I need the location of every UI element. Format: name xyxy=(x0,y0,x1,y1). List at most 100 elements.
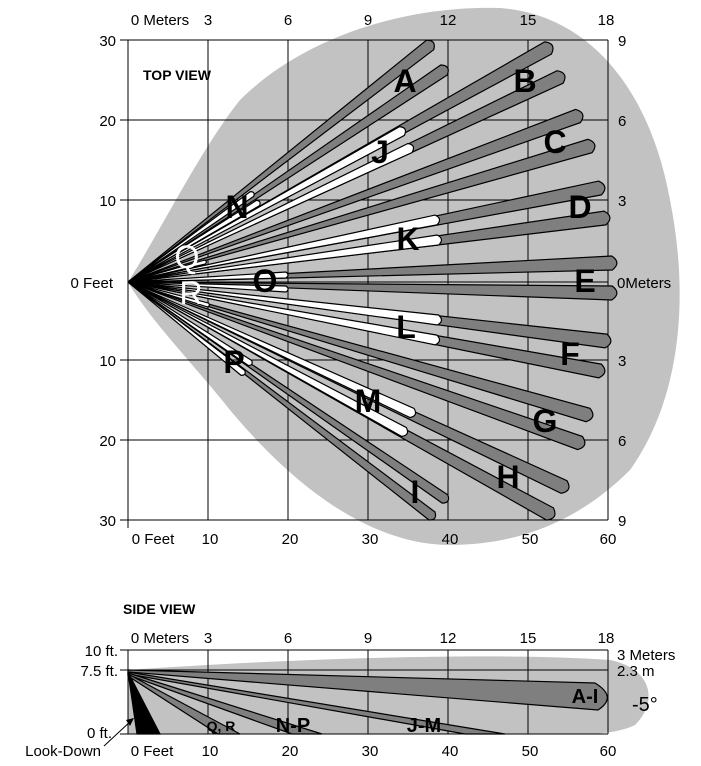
beam-c1 xyxy=(127,108,584,283)
top-feet-50: 50 xyxy=(522,531,539,548)
side-beam-a-i xyxy=(127,669,608,711)
left-feet-10-bottom: 10 xyxy=(99,353,116,370)
zone-label-e: E xyxy=(574,263,595,299)
zone-label-m: M xyxy=(355,383,382,419)
top-meters-15: 15 xyxy=(520,12,537,29)
beam-p1 xyxy=(127,281,253,367)
side-zone-q-r: Q, R xyxy=(207,718,236,734)
side-right-labels: 3 Meters 2.3 m xyxy=(617,647,675,680)
top-meters-axis: 0 Meters 3 6 9 12 15 18 xyxy=(131,12,615,29)
side-meters-axis: 0 Meters 3 6 9 12 15 18 xyxy=(131,630,615,647)
side-feet-axis: 0 Feet 10 20 30 40 50 60 xyxy=(131,743,617,760)
side-feet-60: 60 xyxy=(600,743,617,760)
top-feet-10: 10 xyxy=(202,531,219,548)
beam-g2 xyxy=(127,281,586,451)
side-zone-n-p: N-P xyxy=(276,715,310,737)
left-feet-30-top: 30 xyxy=(99,33,116,50)
beam-l2 xyxy=(127,281,441,346)
beam-r1 xyxy=(127,281,211,308)
side-feet-10: 10 xyxy=(202,743,219,760)
side-angle-label: -5° xyxy=(632,694,658,716)
right-meters-3-top: 3 xyxy=(618,193,626,210)
top-zone-labels: A B C D E F G H I J K L M N O P Q R xyxy=(175,63,596,510)
side-zone-a-i: A-I xyxy=(572,686,599,708)
zone-label-l: L xyxy=(396,309,416,345)
side-meters-9: 9 xyxy=(364,630,372,647)
left-feet-20-bottom: 20 xyxy=(99,433,116,450)
zone-label-b: B xyxy=(513,63,536,99)
zone-label-d: D xyxy=(568,189,591,225)
top-view: TOP VIEW 0 Meters 3 6 9 12 15 18 0 Feet … xyxy=(70,7,680,548)
side-feet-40: 40 xyxy=(442,743,459,760)
zone-label-k: K xyxy=(396,221,419,257)
side-zone-j-m: J-M xyxy=(407,715,441,737)
side-feet-20: 20 xyxy=(282,743,299,760)
beam-p2 xyxy=(127,281,246,377)
top-meters-12: 12 xyxy=(440,12,457,29)
right-meters-0: 0Meters xyxy=(617,275,671,292)
side-feet-30: 30 xyxy=(362,743,379,760)
side-left-7-5ft: 7.5 ft. xyxy=(80,663,118,680)
side-meters-6: 6 xyxy=(284,630,292,647)
beam-m1 xyxy=(127,281,417,419)
look-down-arrowhead xyxy=(126,718,134,726)
right-meters-9-top: 9 xyxy=(618,33,626,50)
side-right-3m: 3 Meters xyxy=(617,647,675,664)
top-view-title: TOP VIEW xyxy=(143,67,212,83)
beam-j1 xyxy=(127,125,407,283)
beam-k2 xyxy=(127,234,443,283)
beam-m2 xyxy=(127,281,409,438)
top-feet-0: 0 Feet xyxy=(132,531,175,548)
side-zone-labels: A-I J-M N-P Q, R xyxy=(207,686,599,737)
look-down-pointer xyxy=(103,719,133,747)
side-view-title: SIDE VIEW xyxy=(123,601,196,617)
zone-label-o: O xyxy=(253,263,278,299)
top-feet-40: 40 xyxy=(442,531,459,548)
zone-label-r: R xyxy=(179,275,202,311)
side-look-down xyxy=(127,671,161,735)
zone-label-c: C xyxy=(543,124,566,160)
side-meters-12: 12 xyxy=(440,630,457,647)
zone-label-g: G xyxy=(533,403,558,439)
right-meters-9-bottom: 9 xyxy=(618,513,626,530)
beam-q1 xyxy=(127,259,207,283)
top-beams xyxy=(127,39,618,521)
beam-l1 xyxy=(127,281,443,326)
zone-label-h: H xyxy=(496,459,519,495)
top-meters-3: 3 xyxy=(204,12,212,29)
side-meters-18: 18 xyxy=(598,630,615,647)
side-meters-15: 15 xyxy=(520,630,537,647)
beam-a1 xyxy=(127,39,435,283)
beam-c2 xyxy=(127,138,596,283)
zone-label-j: J xyxy=(371,134,389,170)
zone-label-f: F xyxy=(560,336,580,372)
beam-j2 xyxy=(127,142,415,283)
top-feet-20: 20 xyxy=(282,531,299,548)
side-beams xyxy=(127,669,608,735)
zone-label-a: A xyxy=(393,63,416,99)
top-coverage-area xyxy=(128,7,680,546)
side-view: SIDE VIEW 0 Meters 3 6 xyxy=(25,601,675,760)
top-feet-left-axis: 30 20 10 0 Feet 10 20 30 xyxy=(70,33,116,530)
side-feet-0: 0 Feet xyxy=(131,743,174,760)
side-right-2-3m: 2.3 m xyxy=(617,663,655,680)
top-feet-axis: 0 Feet 10 20 30 40 50 60 xyxy=(132,531,617,548)
side-grid xyxy=(120,649,609,735)
left-feet-20-top: 20 xyxy=(99,113,116,130)
side-left-0ft: 0 ft. xyxy=(87,725,112,742)
left-feet-10-top: 10 xyxy=(99,193,116,210)
top-meters-right-axis: 9 6 3 0Meters 3 6 9 xyxy=(617,33,671,530)
side-meters-3: 3 xyxy=(204,630,212,647)
beam-o2 xyxy=(127,281,289,293)
side-left-labels: 10 ft. 7.5 ft. 0 ft. xyxy=(80,643,118,742)
top-feet-60: 60 xyxy=(600,531,617,548)
right-meters-6-bottom: 6 xyxy=(618,433,626,450)
side-left-10ft: 10 ft. xyxy=(85,643,118,660)
side-feet-50: 50 xyxy=(522,743,539,760)
look-down-label: Look-Down xyxy=(25,743,101,760)
beam-n2 xyxy=(127,199,261,283)
zone-label-n: N xyxy=(225,189,248,225)
top-meters-9: 9 xyxy=(364,12,372,29)
